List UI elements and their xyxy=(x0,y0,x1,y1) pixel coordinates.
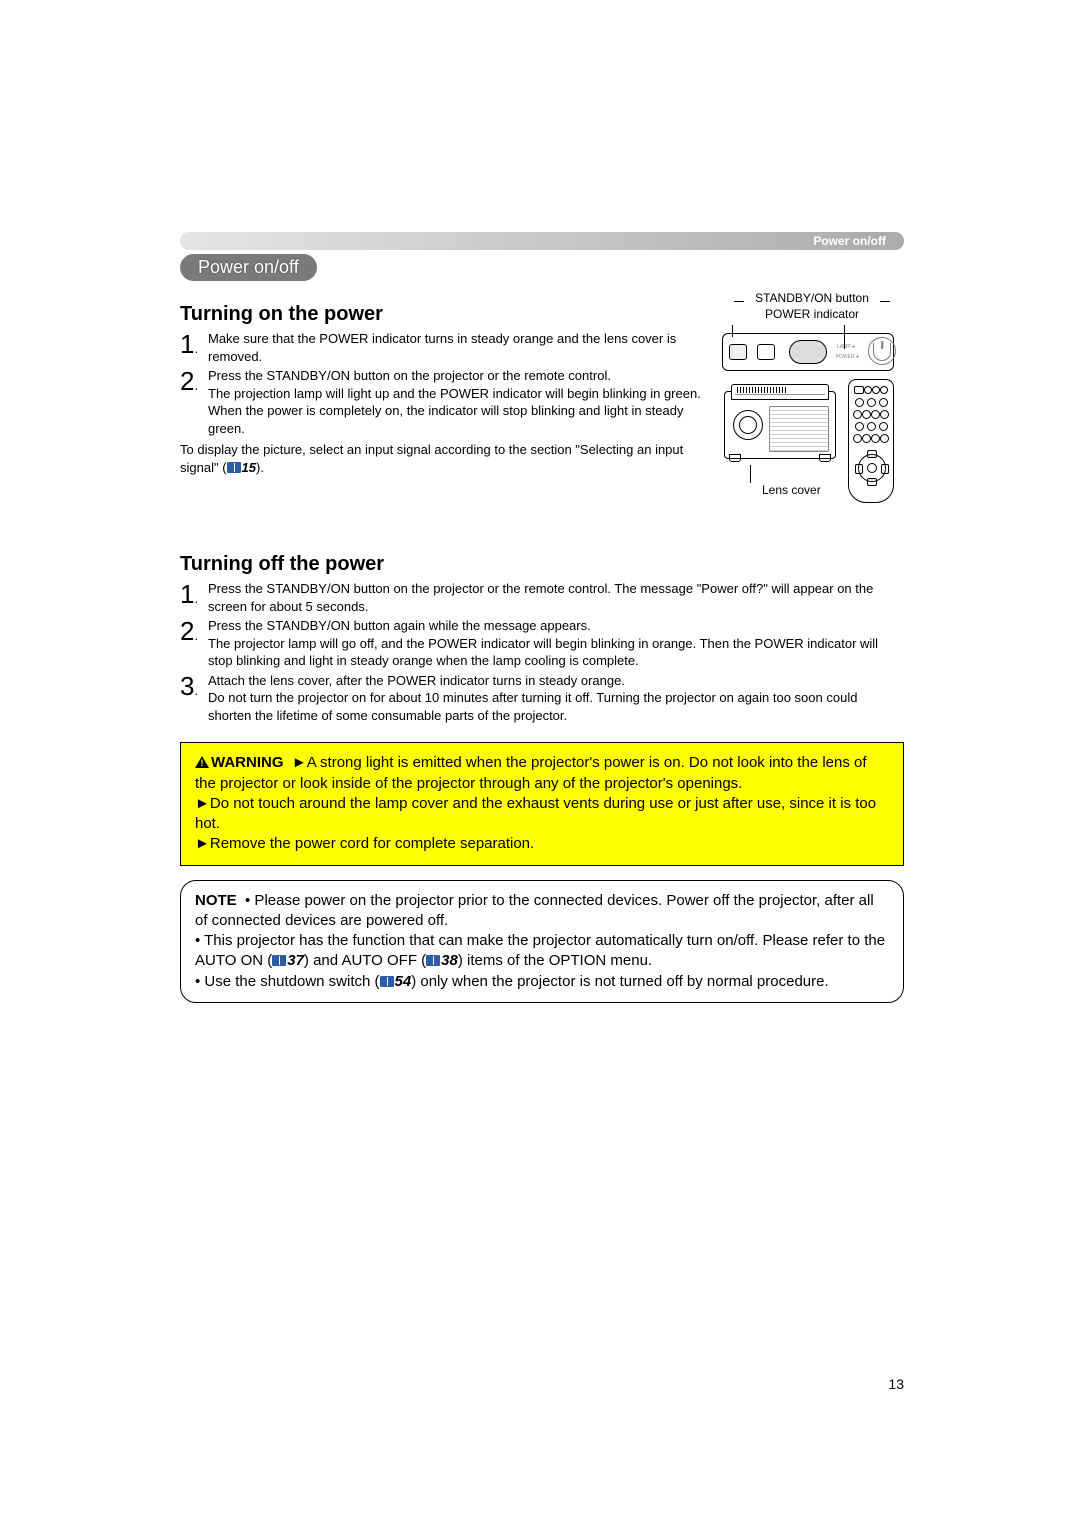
warning-icon xyxy=(195,756,209,768)
step-on-1: 1. Make sure that the POWER indicator tu… xyxy=(180,330,710,365)
warning-item-2: Do not touch around the lamp cover and t… xyxy=(195,795,876,832)
note-bullet-1: • Please power on the projector prior to… xyxy=(195,892,874,929)
step-off-2: 2. Press the STANDBY/ON button again whi… xyxy=(180,617,904,670)
book-icon xyxy=(227,462,241,473)
book-icon xyxy=(272,955,286,966)
note-label: NOTE xyxy=(195,892,237,909)
turning-on-footer: To display the picture, select an input … xyxy=(180,441,710,476)
step-off-1: 1. Press the STANDBY/ON button on the pr… xyxy=(180,580,904,615)
step-off-3: 3. Attach the lens cover, after the POWE… xyxy=(180,672,904,725)
warning-label: WARNING xyxy=(211,754,284,771)
book-icon xyxy=(426,955,440,966)
warning-item-1: A strong light is emitted when the proje… xyxy=(195,754,867,791)
diagram-projector xyxy=(724,391,836,459)
breadcrumb: Power on/off xyxy=(813,234,904,248)
diagram-remote xyxy=(848,379,894,503)
warning-item-3: Remove the power cord for complete separ… xyxy=(210,835,534,852)
step-off-1-text: Press the STANDBY/ON button on the proje… xyxy=(208,580,904,615)
diagram-label-lens: Lens cover xyxy=(762,483,821,497)
page-number: 13 xyxy=(888,1376,904,1392)
step-on-1-text: Make sure that the POWER indicator turns… xyxy=(208,330,710,365)
step-on-2: 2. Press the STANDBY/ON button on the pr… xyxy=(180,367,710,437)
note-box: NOTE • Please power on the projector pri… xyxy=(180,880,904,1003)
heading-turning-off: Turning off the power xyxy=(180,553,904,576)
step-off-3-text: Attach the lens cover, after the POWER i… xyxy=(208,672,904,725)
diagram-label-standby: STANDBY/ON button xyxy=(742,291,882,305)
step-on-2-text: Press the STANDBY/ON button on the proje… xyxy=(208,367,710,437)
header-bar: Power on/off xyxy=(180,232,904,250)
section-pill: Power on/off xyxy=(180,254,317,281)
step-off-2-text: Press the STANDBY/ON button again while … xyxy=(208,617,904,670)
power-icon xyxy=(868,337,896,365)
book-icon xyxy=(380,976,394,987)
heading-turning-on: Turning on the power xyxy=(180,303,710,326)
diagram-label-power: POWER indicator xyxy=(752,307,872,321)
diagram: STANDBY/ON button POWER indicator LAMP ●… xyxy=(720,295,904,513)
warning-box: WARNING ►A strong light is emitted when … xyxy=(180,742,904,865)
